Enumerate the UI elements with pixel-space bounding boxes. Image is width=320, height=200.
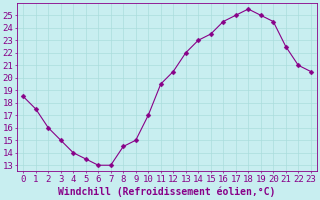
X-axis label: Windchill (Refroidissement éolien,°C): Windchill (Refroidissement éolien,°C) — [58, 187, 276, 197]
